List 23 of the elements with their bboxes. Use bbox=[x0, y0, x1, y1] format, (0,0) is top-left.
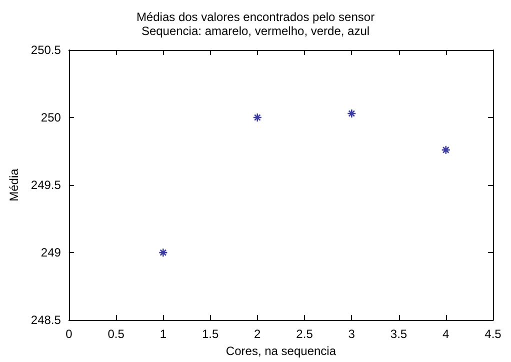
x-axis-title: Cores, na sequencia bbox=[226, 344, 336, 358]
x-tick-label: 3.5 bbox=[390, 327, 408, 342]
point bbox=[346, 108, 356, 118]
point bbox=[252, 112, 262, 122]
x-tick-label: 0 bbox=[66, 327, 73, 342]
y-tick-label: 249 bbox=[40, 246, 62, 260]
x-tick-label: 3 bbox=[348, 327, 356, 342]
x-tick-label: 2.5 bbox=[296, 327, 314, 342]
x-tick-label: 1 bbox=[160, 327, 167, 342]
point bbox=[441, 145, 451, 155]
x-tick-label: 4 bbox=[442, 327, 450, 342]
chart-title: Médias dos valores encontrados pelo sensor bbox=[136, 10, 375, 24]
x-tick-label: 4.5 bbox=[484, 327, 502, 342]
y-axis-title: Média bbox=[7, 168, 21, 202]
point bbox=[158, 248, 168, 258]
y-tick-label: 248.5 bbox=[30, 313, 62, 328]
y-tick-label: 250.5 bbox=[30, 43, 62, 57]
x-tick-label: 0.5 bbox=[108, 327, 125, 342]
x-tick-label: 2 bbox=[254, 327, 262, 342]
x-tick-label: 1.5 bbox=[202, 327, 219, 342]
y-tick-label: 250 bbox=[40, 110, 62, 125]
y-tick-label: 249.5 bbox=[30, 178, 62, 192]
chart-subtitle: Sequencia: amarelo, vermelho, verde, azul bbox=[141, 24, 370, 38]
